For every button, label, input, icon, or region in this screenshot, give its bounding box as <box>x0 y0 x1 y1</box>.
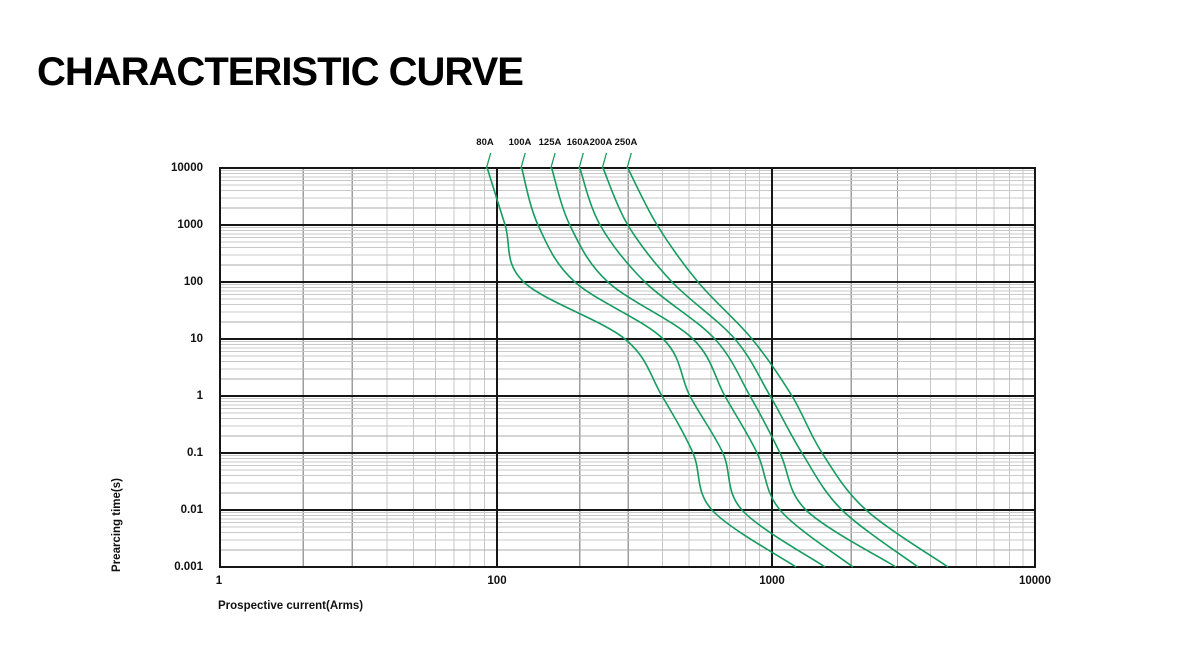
curve-160A <box>579 167 897 568</box>
leader-100A <box>520 152 526 170</box>
leader-250A <box>626 152 632 170</box>
curve-label-125A: 125A <box>538 137 562 148</box>
leader-200A <box>601 152 608 170</box>
x-axis-title: Prospective current(Arms) <box>218 600 364 612</box>
leader-80A <box>485 152 492 170</box>
curve-label-80A: 80A <box>476 137 494 148</box>
curve-label-100A: 100A <box>508 137 532 148</box>
y-tick-10000: 10000 <box>171 162 203 174</box>
y-tick-0p001: 0.001 <box>174 561 203 573</box>
curve-label-leaders <box>485 152 632 170</box>
curve-label-250A: 250A <box>614 137 638 148</box>
y-tick-1000: 1000 <box>177 219 203 231</box>
curve-125A <box>550 167 854 568</box>
leader-125A <box>549 152 556 170</box>
y-tick-100: 100 <box>183 276 203 288</box>
curve-80A <box>486 167 797 568</box>
curve-100A <box>520 167 826 568</box>
y-axis-title: Prearcing time(s) <box>111 478 123 572</box>
curve-label-200A: 200A <box>589 137 613 148</box>
x-tick-100: 100 <box>487 575 507 587</box>
curve-label-160A: 160A <box>566 137 590 148</box>
page-title: CHARACTERISTIC CURVE <box>37 50 524 94</box>
x-tick-1000: 1000 <box>759 575 785 587</box>
x-tick-1: 1 <box>215 575 223 587</box>
y-tick-0p1: 0.1 <box>187 447 203 459</box>
y-tick-0p01: 0.01 <box>180 504 203 516</box>
y-tick-10: 10 <box>190 333 203 345</box>
curve-200A <box>602 167 919 568</box>
x-tick-10000: 10000 <box>1019 575 1051 587</box>
curve-250A <box>627 167 949 568</box>
leader-160A <box>578 152 584 170</box>
y-tick-1: 1 <box>196 390 203 402</box>
fuse-curves <box>486 167 949 568</box>
minor-gridlines <box>220 168 1035 567</box>
